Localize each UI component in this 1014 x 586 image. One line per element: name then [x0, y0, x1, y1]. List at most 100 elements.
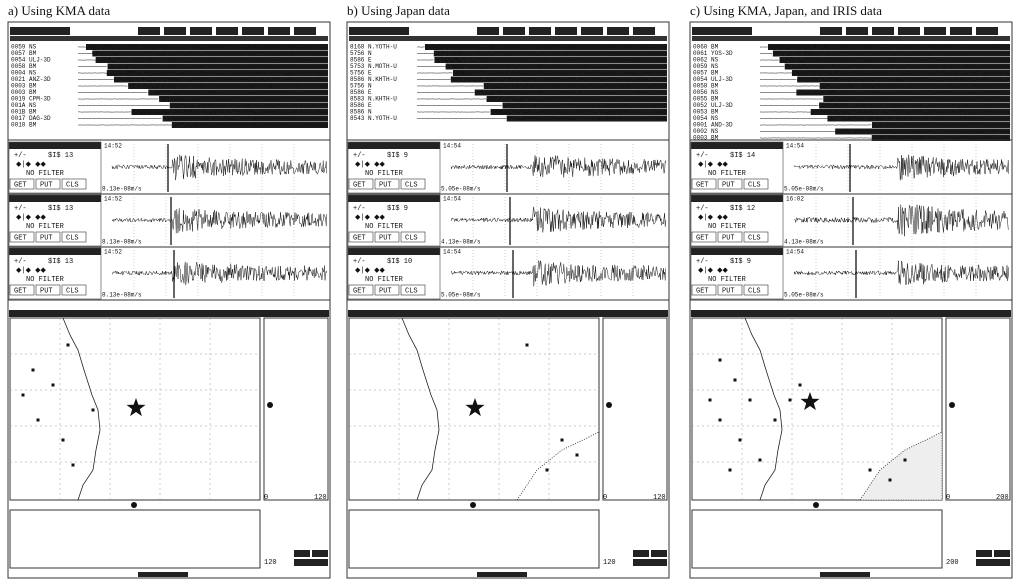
tool-button: [529, 27, 551, 35]
menu-bar: [10, 36, 328, 41]
menu-bar: [10, 27, 70, 35]
button-label: CLS: [748, 181, 761, 189]
map-bar: [348, 310, 668, 317]
station-marker: [739, 439, 742, 442]
waveform: [794, 261, 1009, 285]
station-marker: [719, 359, 722, 362]
status-bar: [138, 572, 188, 577]
tool-button: [976, 559, 1010, 566]
trace-time: 14:52: [104, 196, 122, 203]
channel-count: $I$ 9: [387, 152, 408, 160]
nav-arrows: ◆|◆ ◆◆: [16, 267, 47, 275]
trace-time: 14:54: [443, 143, 461, 150]
button-label: PUT: [722, 287, 735, 295]
tool-button: [607, 27, 629, 35]
filter-label: NO FILTER: [708, 223, 747, 231]
button-label: CLS: [66, 287, 79, 295]
tool-button: [950, 27, 972, 35]
trace-header: [691, 195, 783, 202]
waveform: [451, 261, 666, 287]
station-marker: [889, 479, 892, 482]
button-label: PUT: [722, 234, 735, 242]
depth-marker: [949, 402, 955, 408]
menu-bar: [349, 27, 409, 35]
button-label: CLS: [66, 181, 79, 189]
nav-arrows: ◆|◆ ◆◆: [698, 161, 729, 169]
depth-marker: [813, 502, 819, 508]
channel-count: $I$ 13: [48, 152, 73, 160]
trace-scale: 8.13e-08m/s: [102, 292, 142, 299]
waveform: [451, 155, 666, 177]
button-label: GET: [696, 287, 709, 295]
tool-button: [294, 559, 328, 566]
button-label: GET: [14, 287, 27, 295]
axis-bottom: 120: [264, 559, 277, 567]
sign-button: +/-: [696, 205, 709, 213]
trace-time: 14:54: [786, 143, 804, 150]
button-label: PUT: [40, 287, 53, 295]
station-marker: [774, 419, 777, 422]
tool-button: [633, 27, 655, 35]
button-label: CLS: [748, 234, 761, 242]
axis-bottom: 200: [946, 559, 959, 567]
button-label: PUT: [379, 181, 392, 189]
station-marker: [546, 469, 549, 472]
tool-button: [924, 27, 946, 35]
filter-label: NO FILTER: [26, 276, 65, 284]
filter-label: NO FILTER: [365, 276, 404, 284]
sign-button: +/-: [696, 258, 709, 266]
tool-button: [164, 27, 186, 35]
tool-button: [633, 559, 667, 566]
station-marker: [72, 464, 75, 467]
depth-marker: [267, 402, 273, 408]
trace-header: [691, 142, 783, 149]
side-panel: [603, 318, 667, 500]
trace-scale: 5.05e-08m/s: [784, 186, 824, 193]
button-label: GET: [353, 287, 366, 295]
nav-arrows: ◆|◆ ◆◆: [16, 161, 47, 169]
trace-header: [348, 142, 440, 149]
tool-button: [294, 550, 310, 557]
station-marker: [92, 409, 95, 412]
tool-button: [190, 27, 212, 35]
button-label: GET: [353, 234, 366, 242]
button-label: PUT: [40, 181, 53, 189]
filter-label: NO FILTER: [26, 223, 65, 231]
station-marker: [22, 394, 25, 397]
tool-button: [503, 27, 525, 35]
button-label: CLS: [405, 287, 418, 295]
waveform: [112, 262, 327, 285]
station-marker: [749, 399, 752, 402]
trace-time: 14:54: [443, 196, 461, 203]
nav-arrows: ◆|◆ ◆◆: [355, 267, 386, 275]
filter-label: NO FILTER: [26, 170, 65, 178]
trace-scale: 8.13e-08m/s: [102, 186, 142, 193]
trace-header: [9, 142, 101, 149]
tool-button: [898, 27, 920, 35]
button-label: GET: [353, 181, 366, 189]
waveform: [794, 155, 1009, 181]
sign-button: +/-: [353, 152, 366, 160]
tool-button: [138, 27, 160, 35]
record-block: [434, 51, 667, 57]
channel-count: $I$ 9: [387, 205, 408, 213]
tool-button: [312, 550, 328, 557]
station-marker: [709, 399, 712, 402]
station-marker: [37, 419, 40, 422]
side-panel: [264, 318, 328, 500]
panel-title: b) Using Japan data: [347, 3, 450, 18]
trace-time: 14:52: [104, 143, 122, 150]
button-label: GET: [696, 234, 709, 242]
channel-count: $I$ 12: [730, 205, 755, 213]
bottom-panel: [10, 510, 260, 568]
figure: a) Using KMA data0059 NS0057 BM0054 ULJ-…: [0, 0, 1014, 581]
channel-count: $I$ 13: [48, 205, 73, 213]
axis-zero: 0: [603, 494, 607, 502]
tool-button: [216, 27, 238, 35]
station-marker: [67, 344, 70, 347]
nav-arrows: ◆|◆ ◆◆: [698, 214, 729, 222]
station-marker: [32, 369, 35, 372]
map-bar: [9, 310, 329, 317]
